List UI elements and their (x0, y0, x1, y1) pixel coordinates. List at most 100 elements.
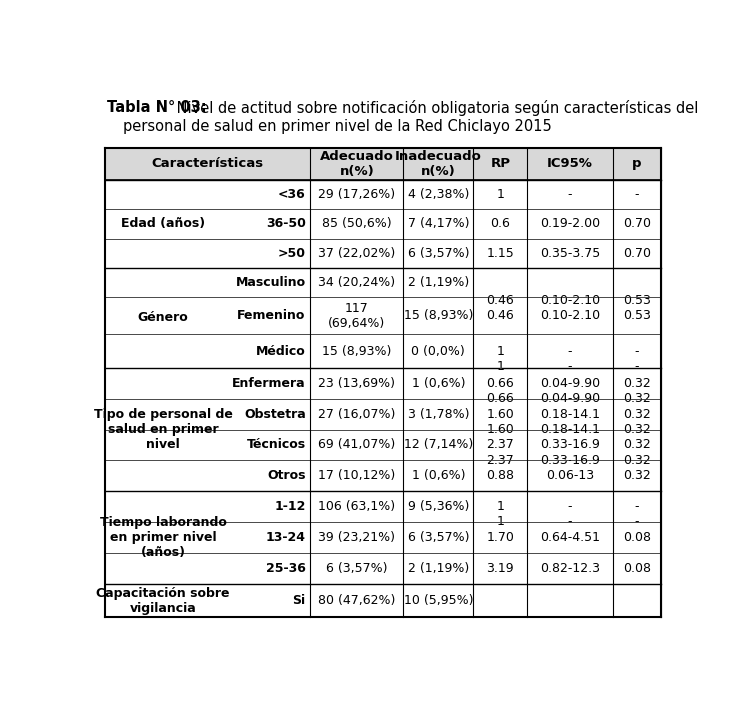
Text: 37 (22,02%): 37 (22,02%) (318, 247, 395, 260)
Text: 0.18-14.1: 0.18-14.1 (540, 408, 600, 421)
Text: Nivel de actitud sobre notificación obligatoria según características del: Nivel de actitud sobre notificación obli… (172, 100, 698, 116)
Text: 29 (17,26%): 29 (17,26%) (318, 188, 395, 201)
Text: 0.32: 0.32 (623, 392, 651, 405)
Text: 1: 1 (496, 360, 504, 373)
Text: -: - (634, 516, 639, 528)
Text: 0.33-16.9: 0.33-16.9 (540, 454, 600, 467)
Text: -: - (568, 345, 572, 358)
Text: 0.32: 0.32 (623, 439, 651, 452)
Text: 0.66: 0.66 (486, 392, 514, 405)
Text: 1: 1 (496, 345, 504, 358)
Text: 25-36: 25-36 (266, 561, 306, 574)
Text: Médico: Médico (256, 345, 306, 358)
Text: 6 (3,57%): 6 (3,57%) (408, 247, 469, 260)
Text: 27 (16,07%): 27 (16,07%) (318, 408, 396, 421)
Text: 3 (1,78%): 3 (1,78%) (408, 408, 469, 421)
Text: -: - (568, 516, 572, 528)
Text: Masculino: Masculino (235, 276, 306, 289)
Text: Género: Género (137, 312, 188, 325)
Text: 0.08: 0.08 (623, 561, 651, 574)
Text: 0.82-12.3: 0.82-12.3 (540, 561, 600, 574)
Text: Femenino: Femenino (238, 309, 306, 322)
Text: -: - (568, 500, 572, 513)
Text: Adecuado
n(%): Adecuado n(%) (320, 150, 394, 178)
Text: 1.15: 1.15 (486, 247, 514, 260)
Text: -: - (568, 360, 572, 373)
Text: Tabla N° 03:: Tabla N° 03: (108, 100, 207, 115)
Text: Técnicos: Técnicos (247, 439, 306, 452)
Text: 3.19: 3.19 (486, 561, 514, 574)
Text: 1: 1 (496, 516, 504, 528)
Text: 0.32: 0.32 (623, 470, 651, 482)
Text: Enfermera: Enfermera (232, 377, 306, 390)
Text: 0.6: 0.6 (490, 218, 510, 230)
Text: p: p (632, 157, 642, 170)
Text: Edad (años): Edad (años) (121, 218, 205, 230)
Text: Si: Si (293, 594, 306, 607)
Text: 1: 1 (496, 188, 504, 201)
Text: -: - (634, 345, 639, 358)
Text: -: - (634, 516, 639, 528)
Text: 85 (50,6%): 85 (50,6%) (322, 218, 391, 230)
Text: -: - (568, 360, 572, 373)
Text: 0.46: 0.46 (486, 294, 514, 307)
Text: 0.33-16.9: 0.33-16.9 (540, 454, 600, 467)
Text: -: - (634, 188, 639, 201)
Text: Tipo de personal de
salud en primer
nivel: Tipo de personal de salud en primer nive… (93, 408, 232, 451)
Text: 0.32: 0.32 (623, 423, 651, 436)
Text: 0.32: 0.32 (623, 454, 651, 467)
Text: 80 (47,62%): 80 (47,62%) (318, 594, 396, 607)
Text: 69 (41,07%): 69 (41,07%) (318, 439, 395, 452)
Text: 0.18-14.1: 0.18-14.1 (540, 423, 600, 436)
Text: 0.10-2.10: 0.10-2.10 (540, 294, 600, 307)
Text: 1: 1 (496, 516, 504, 528)
Text: 0.32: 0.32 (623, 377, 651, 390)
Text: 0.46: 0.46 (486, 294, 514, 307)
Text: Inadecuado
n(%): Inadecuado n(%) (395, 150, 482, 178)
Text: Tiempo laborando
en primer nivel
(años): Tiempo laborando en primer nivel (años) (99, 516, 226, 559)
Text: 0.32: 0.32 (623, 392, 651, 405)
Text: 0.64-4.51: 0.64-4.51 (540, 531, 600, 544)
Text: 1.60: 1.60 (486, 408, 514, 421)
Text: IC95%: IC95% (547, 157, 593, 170)
Text: RP: RP (490, 157, 510, 170)
Text: 2.37: 2.37 (486, 439, 514, 452)
Text: 9 (5,36%): 9 (5,36%) (408, 500, 469, 513)
Text: 39 (23,21%): 39 (23,21%) (318, 531, 395, 544)
Text: 0.04-9.90: 0.04-9.90 (540, 377, 600, 390)
Text: <36: <36 (278, 188, 306, 201)
Text: >50: >50 (278, 247, 306, 260)
Text: Otros: Otros (267, 470, 306, 482)
Text: 36-50: 36-50 (266, 218, 306, 230)
Text: 0.66: 0.66 (486, 377, 514, 390)
Text: 0.53: 0.53 (623, 294, 651, 307)
Text: personal de salud en primer nivel de la Red Chiclayo 2015: personal de salud en primer nivel de la … (123, 119, 551, 134)
Text: 17 (10,12%): 17 (10,12%) (318, 470, 395, 482)
Text: 1-12: 1-12 (274, 500, 306, 513)
Text: -: - (568, 188, 572, 201)
Text: 0.18-14.1: 0.18-14.1 (540, 423, 600, 436)
Text: 15 (8,93%): 15 (8,93%) (403, 309, 473, 322)
Text: 0.10-2.10: 0.10-2.10 (540, 294, 600, 307)
Text: Obstetra: Obstetra (244, 408, 306, 421)
Text: 12 (7,14%): 12 (7,14%) (403, 439, 473, 452)
Text: 0.06-13: 0.06-13 (546, 470, 594, 482)
Text: -: - (634, 360, 639, 373)
Text: 0.70: 0.70 (623, 247, 651, 260)
Text: 0 (0,0%): 0 (0,0%) (412, 345, 465, 358)
Text: 2.37: 2.37 (486, 454, 514, 467)
Text: 6 (3,57%): 6 (3,57%) (408, 531, 469, 544)
Text: 0.46: 0.46 (486, 309, 514, 322)
Text: 7 (4,17%): 7 (4,17%) (408, 218, 469, 230)
Text: 0.04-9.90: 0.04-9.90 (540, 392, 600, 405)
Text: 0.70: 0.70 (623, 218, 651, 230)
Text: 2 (1,19%): 2 (1,19%) (408, 276, 469, 289)
Text: 1.70: 1.70 (486, 531, 514, 544)
Text: 0.10-2.10: 0.10-2.10 (540, 309, 600, 322)
Text: 1.60: 1.60 (486, 423, 514, 436)
Text: 15 (8,93%): 15 (8,93%) (322, 345, 391, 358)
Text: Características: Características (152, 157, 264, 170)
Text: -: - (634, 360, 639, 373)
Text: 6 (3,57%): 6 (3,57%) (326, 561, 388, 574)
Text: 0.35-3.75: 0.35-3.75 (540, 247, 600, 260)
